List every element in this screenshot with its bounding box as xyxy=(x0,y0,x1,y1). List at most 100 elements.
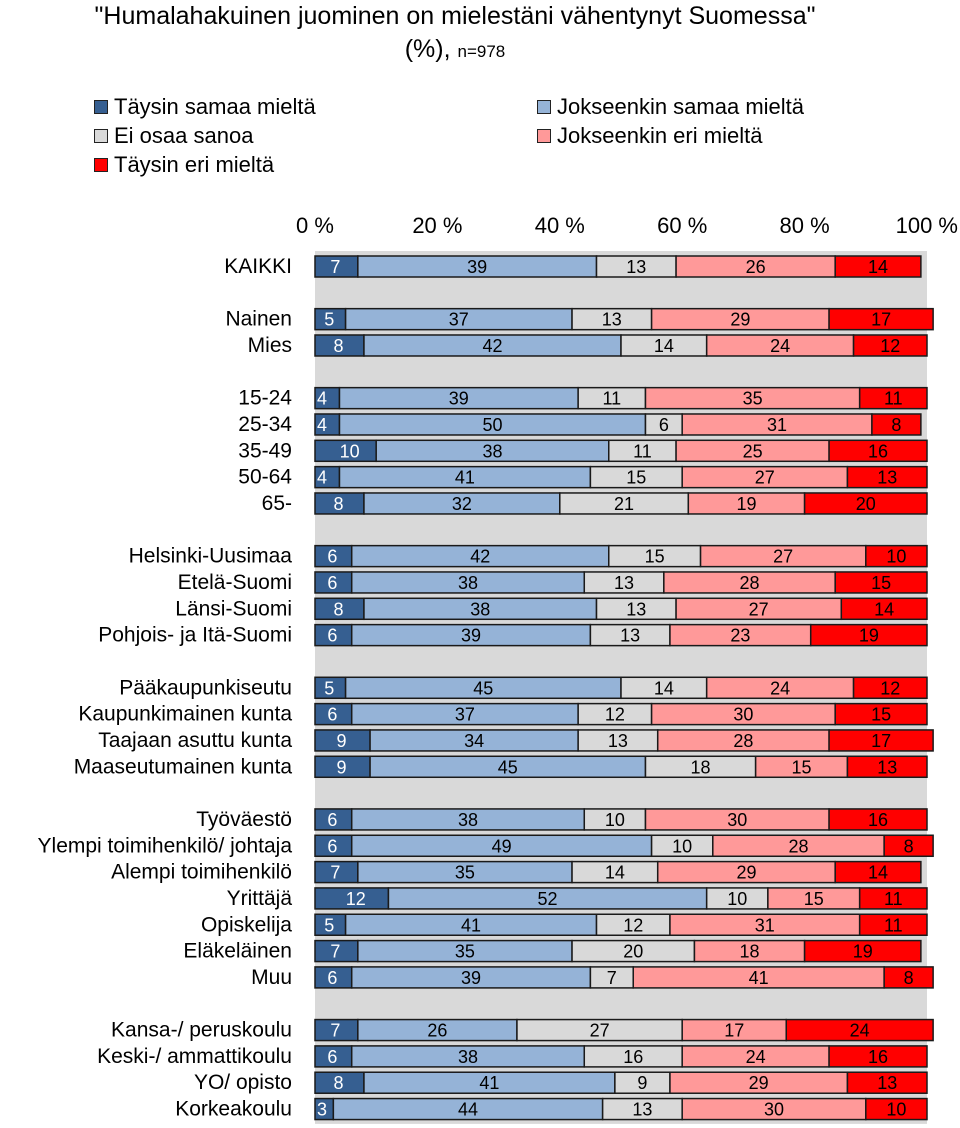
data-label: 4 xyxy=(317,389,327,409)
data-label: 6 xyxy=(327,968,337,988)
data-label: 38 xyxy=(482,441,502,461)
data-label: 14 xyxy=(654,678,674,698)
data-label: 4 xyxy=(317,468,327,488)
x-tick-label: 40 % xyxy=(535,213,585,238)
data-label: 39 xyxy=(467,257,487,277)
data-label: 30 xyxy=(727,810,747,830)
data-label: 20 xyxy=(856,494,876,514)
chart-title-line2: (%), n=978 xyxy=(0,33,910,68)
category-label: Eläkeläinen xyxy=(183,940,292,963)
bar-segment xyxy=(803,939,922,963)
chart-title: "Humalahakuinen juominen on mielestäni v… xyxy=(0,0,910,68)
data-label: 10 xyxy=(340,441,360,461)
x-tick-label: 60 % xyxy=(657,213,707,238)
data-label: 26 xyxy=(746,257,766,277)
bar-segment xyxy=(865,1097,928,1121)
legend: Täysin samaa mieltä Ei osaa sanoa Täysin e… xyxy=(0,92,960,188)
data-label: 26 xyxy=(427,1021,447,1041)
sample-size: n=978 xyxy=(457,42,506,61)
data-label: 25 xyxy=(743,441,763,461)
category-label: 65- xyxy=(262,492,292,515)
bar-segment xyxy=(865,544,928,568)
data-label: 10 xyxy=(605,810,625,830)
data-label: 6 xyxy=(327,836,337,856)
data-label: 15 xyxy=(645,547,665,567)
data-label: 19 xyxy=(736,494,756,514)
data-label: 29 xyxy=(749,1073,769,1093)
data-label: 42 xyxy=(482,336,502,356)
data-label: 10 xyxy=(727,889,747,909)
data-label: 45 xyxy=(473,678,493,698)
legend-item: Jokseenkin eri mieltä xyxy=(537,123,762,149)
data-label: 34 xyxy=(464,731,484,751)
data-label: 15 xyxy=(871,705,891,725)
legend-swatch xyxy=(94,158,108,172)
category-label: Muu xyxy=(251,966,292,989)
category-label: Pohjois- ja Itä-Suomi xyxy=(98,624,292,647)
bar-segment xyxy=(828,439,928,463)
data-label: 7 xyxy=(330,1021,340,1041)
data-label: 52 xyxy=(538,889,558,909)
data-label: 29 xyxy=(736,863,756,883)
data-label: 12 xyxy=(346,889,366,909)
category-label: 25-34 xyxy=(238,413,292,436)
data-label: 41 xyxy=(461,915,481,935)
category-label: Työväestö xyxy=(196,808,292,831)
category-label: Korkeakoulu xyxy=(175,1098,292,1121)
bar-segment xyxy=(871,413,922,436)
data-label: 15 xyxy=(626,468,646,488)
legend-label: Jokseenkin eri mieltä xyxy=(557,123,763,148)
data-label: 13 xyxy=(632,1100,652,1120)
data-label: 7 xyxy=(330,863,340,883)
data-label: 31 xyxy=(767,415,787,435)
data-label: 6 xyxy=(327,626,337,646)
category-label: Länsi-Suomi xyxy=(175,597,292,620)
legend-swatch xyxy=(537,100,551,114)
data-label: 21 xyxy=(614,494,634,514)
data-label: 6 xyxy=(327,810,337,830)
data-label: 13 xyxy=(626,257,646,277)
category-label: Alempi toimihenkilö xyxy=(111,861,292,884)
data-label: 7 xyxy=(330,942,340,962)
data-label: 20 xyxy=(623,942,643,962)
data-label: 39 xyxy=(461,626,481,646)
data-label: 35 xyxy=(455,863,475,883)
data-label: 41 xyxy=(479,1073,499,1093)
data-label: 13 xyxy=(877,468,897,488)
x-tick-label: 100 % xyxy=(896,213,958,238)
data-label: 45 xyxy=(498,757,518,777)
data-label: 14 xyxy=(605,863,625,883)
data-label: 28 xyxy=(733,731,753,751)
data-label: 8 xyxy=(333,1073,343,1093)
data-label: 17 xyxy=(724,1021,744,1041)
data-label: 29 xyxy=(730,310,750,330)
data-label: 9 xyxy=(637,1073,647,1093)
legend-label: Täysin eri mieltä xyxy=(114,152,275,177)
category-label: Taajaan asuttu kunta xyxy=(98,729,292,752)
data-label: 12 xyxy=(623,915,643,935)
x-tick-label: 20 % xyxy=(412,213,462,238)
data-label: 7 xyxy=(330,257,340,277)
data-label: 14 xyxy=(654,336,674,356)
data-label: 30 xyxy=(764,1100,784,1120)
data-label: 8 xyxy=(333,599,343,619)
chart-title-line1: "Humalahakuinen juominen on mielestäni v… xyxy=(94,2,816,30)
data-label: 8 xyxy=(891,415,901,435)
data-label: 8 xyxy=(333,494,343,514)
data-label: 14 xyxy=(874,599,894,619)
category-label: Opiskelija xyxy=(201,913,292,936)
data-label: 41 xyxy=(455,468,475,488)
bar-segment xyxy=(834,571,928,594)
data-label: 17 xyxy=(871,731,891,751)
data-label: 35 xyxy=(455,942,475,962)
legend-label: Täysin samaa mieltä xyxy=(114,94,316,119)
data-label: 13 xyxy=(620,626,640,646)
data-label: 11 xyxy=(884,389,903,409)
data-label: 12 xyxy=(880,678,900,698)
data-label: 39 xyxy=(449,389,469,409)
data-label: 15 xyxy=(792,757,812,777)
category-label: Kaupunkimainen kunta xyxy=(78,703,292,726)
data-label: 7 xyxy=(607,968,617,988)
data-label: 3 xyxy=(317,1100,327,1120)
data-label: 9 xyxy=(337,731,347,751)
